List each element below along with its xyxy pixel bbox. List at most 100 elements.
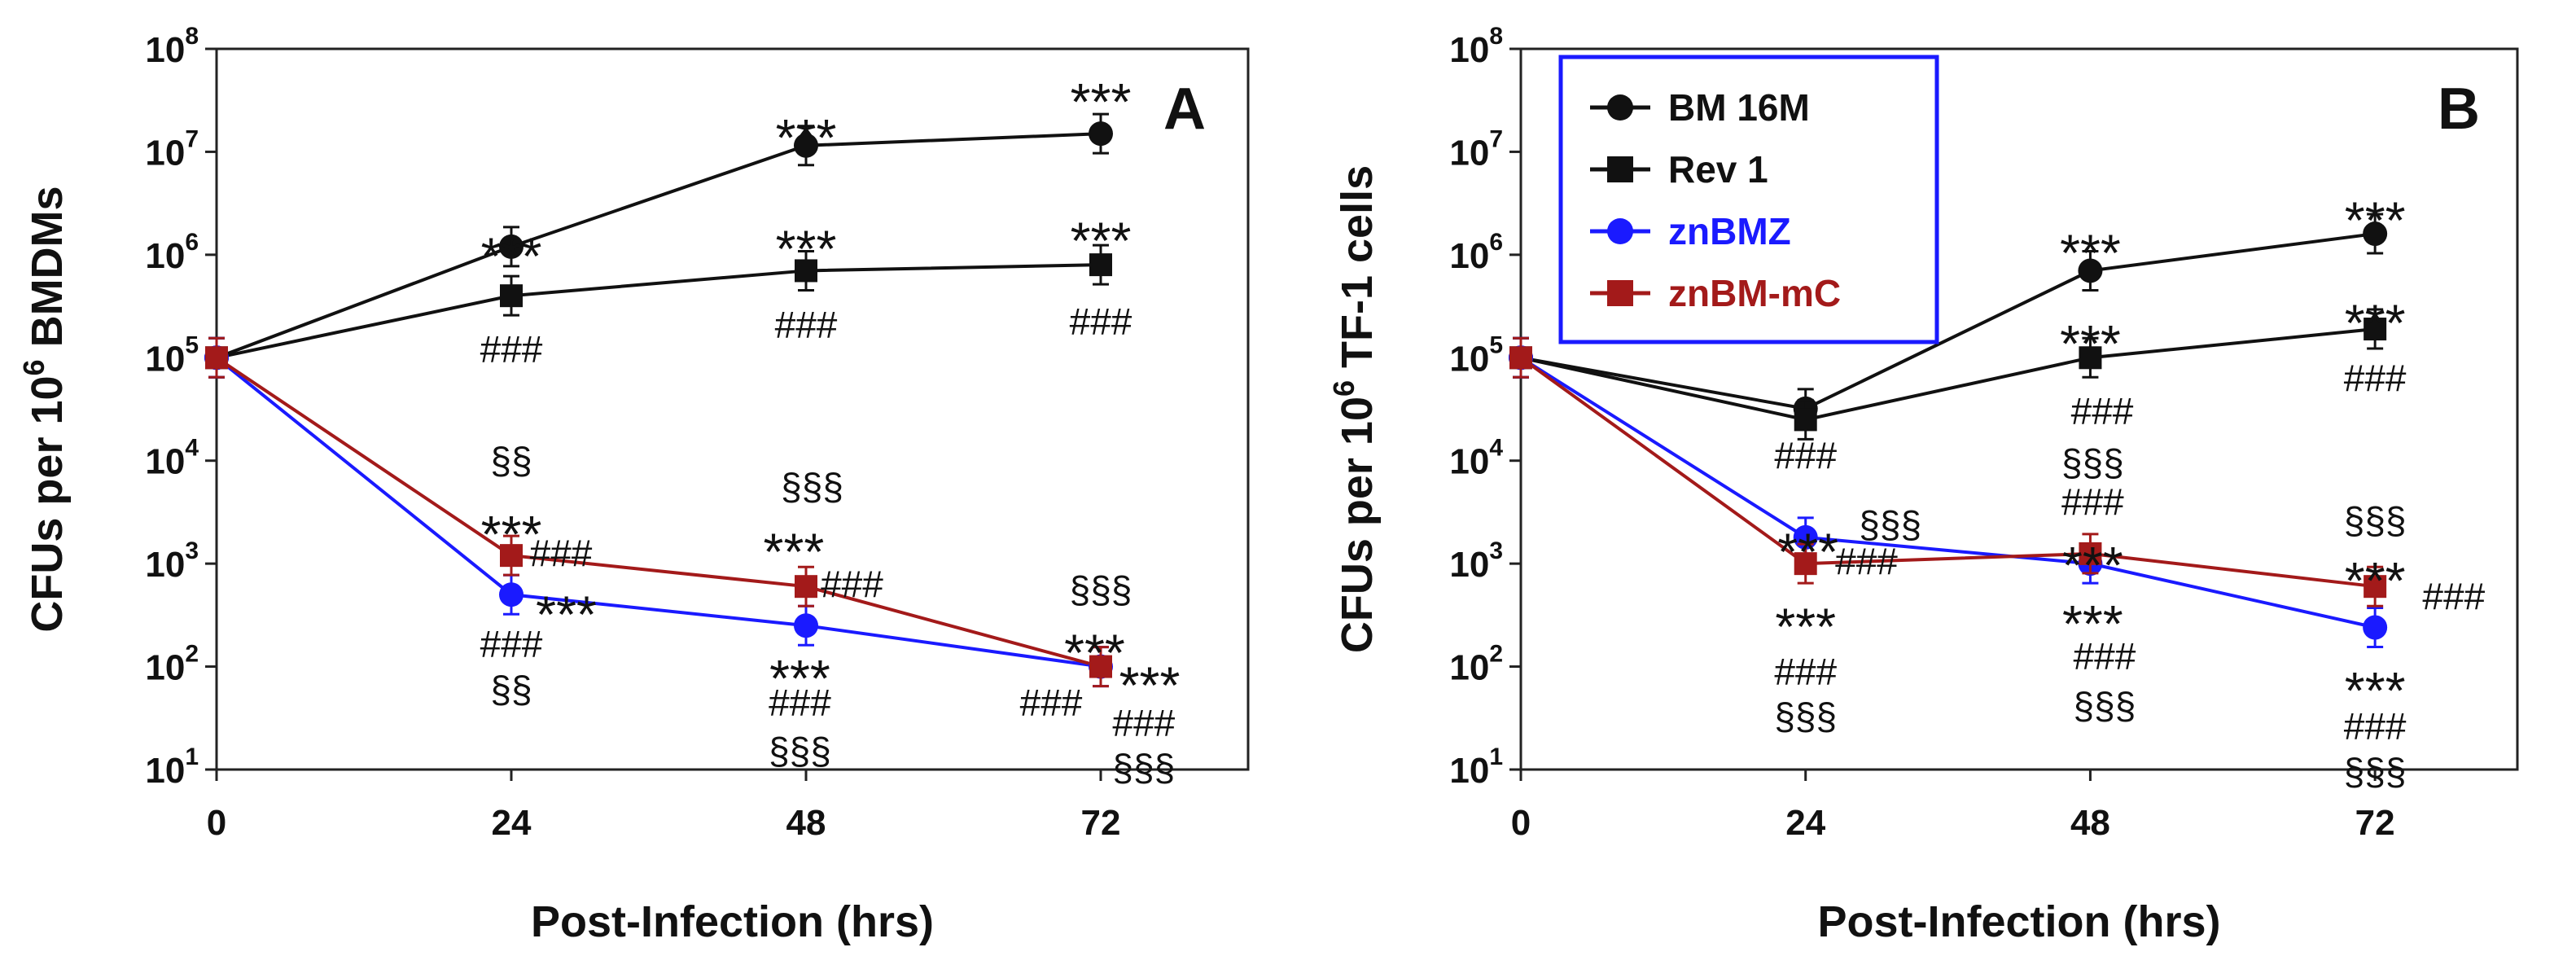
x-tick-label: 24 [492, 803, 532, 843]
significance-marker: §§§ [2344, 499, 2407, 542]
panel-letter: B [2438, 77, 2480, 142]
significance-marker: ### [821, 563, 883, 605]
significance-marker: ### [530, 533, 593, 575]
data-point [499, 582, 524, 607]
data-point [2079, 346, 2102, 370]
legend-marker [1607, 94, 1633, 121]
significance-marker: §§ [490, 440, 532, 482]
significance-marker: ### [1070, 300, 1132, 343]
significance-marker: ### [1020, 682, 1083, 724]
series-znBMZ [215, 356, 1102, 669]
significance-stars: *** [2345, 661, 2406, 720]
significance-stars: *** [769, 649, 830, 708]
data-point [2364, 575, 2387, 599]
y-tick-label: 106 [145, 229, 199, 276]
significance-stars: *** [1775, 598, 1836, 656]
y-tick-label: 101 [1449, 743, 1503, 791]
significance-marker: ### [769, 682, 831, 724]
legend-label: znBMZ [1668, 210, 1791, 252]
significance-marker: ### [1774, 651, 1837, 693]
significance-marker: §§§ [781, 465, 843, 507]
y-axis-title: CFUs per 106 BMDMs [17, 186, 72, 632]
data-point [500, 544, 523, 568]
series-line [215, 356, 1102, 669]
significance-marker: ### [480, 623, 543, 665]
significance-marker: §§§ [2344, 751, 2407, 793]
x-axis-title: Post-Infection (hrs) [531, 897, 934, 946]
panel-letter: A [1163, 77, 1206, 142]
significance-marker: ### [2422, 576, 2485, 618]
y-axis-title: CFUs per 106 TF-1 cells [1327, 165, 1382, 653]
significance-stars: *** [1064, 623, 1125, 682]
series-znBM-mC [215, 356, 1102, 669]
y-tick-label: 107 [145, 125, 199, 173]
significance-marker: §§§ [769, 730, 831, 772]
significance-stars: *** [764, 522, 825, 581]
significance-marker: ### [2344, 357, 2407, 400]
y-tick-label: 105 [1449, 331, 1503, 379]
series-line [216, 263, 1102, 360]
significance-marker: §§ [490, 668, 532, 710]
significance-marker: §§§ [2074, 685, 2136, 727]
significance-marker: ### [2344, 705, 2407, 748]
series-line [1520, 232, 2376, 410]
legend-marker [1607, 218, 1633, 244]
data-point [1509, 346, 1532, 370]
x-tick-label: 48 [786, 803, 826, 843]
data-point [795, 575, 817, 599]
data-point [2363, 615, 2388, 640]
significance-stars: *** [2062, 594, 2123, 653]
data-point [500, 284, 523, 308]
significance-stars: *** [481, 227, 542, 286]
x-tick-label: 0 [207, 803, 226, 843]
series-line [215, 356, 1102, 669]
legend-marker [1607, 156, 1633, 182]
significance-stars: *** [2062, 536, 2123, 594]
series-line [1520, 327, 2376, 422]
data-point [795, 259, 817, 283]
significance-stars: *** [1119, 656, 1181, 715]
legend-label: Rev 1 [1668, 148, 1768, 191]
x-tick-label: 48 [2070, 803, 2110, 843]
series-line [1519, 356, 2376, 629]
data-point [205, 346, 228, 370]
significance-stars: *** [1777, 522, 1838, 581]
y-tick-label: 103 [1449, 537, 1503, 585]
markers-znBM-mC [1509, 336, 2387, 607]
data-point [794, 133, 818, 158]
significance-stars: *** [2060, 224, 2121, 283]
legend-label: BM 16M [1668, 86, 1810, 129]
series-BM-16M [1520, 232, 2376, 410]
y-tick-label: 104 [145, 435, 199, 482]
series-line [1519, 356, 2376, 589]
panel-B: 101 102 103 104 105 106 107 108 0 24 48 72 Post-Infe… [1327, 23, 2519, 946]
y-tick-label: 102 [1449, 641, 1503, 688]
series-Rev-1 [1520, 327, 2376, 422]
significance-marker: ### [1835, 541, 1898, 583]
significance-marker: ### [775, 304, 838, 346]
data-point [1089, 121, 1113, 147]
series-znBM-mC [1519, 356, 2376, 589]
y-tick-label: 103 [145, 537, 199, 585]
significance-marker: ### [2061, 480, 2124, 523]
data-point [1089, 655, 1112, 678]
data-point [1089, 253, 1112, 277]
data-point [2363, 221, 2388, 247]
y-tick-label: 102 [145, 641, 199, 688]
data-point [499, 234, 524, 259]
significance-stars: *** [536, 585, 597, 644]
legend-marker [1607, 280, 1633, 306]
series-BM-16M [216, 132, 1102, 360]
significance-stars: *** [1071, 72, 1132, 131]
significance-marker: ### [1112, 702, 1175, 744]
significance-stars: *** [481, 505, 542, 564]
significance-marker: §§§ [1859, 503, 1921, 546]
significance-marker: ### [1774, 434, 1837, 476]
plot-frame [215, 47, 1250, 771]
significance-marker: ### [480, 328, 543, 371]
series-Rev-1 [216, 263, 1102, 360]
significance-stars: *** [2345, 191, 2406, 249]
significance-marker: §§§ [2061, 441, 2124, 484]
markers-BM-16M [204, 112, 1113, 379]
plot-frame [1519, 47, 2519, 771]
